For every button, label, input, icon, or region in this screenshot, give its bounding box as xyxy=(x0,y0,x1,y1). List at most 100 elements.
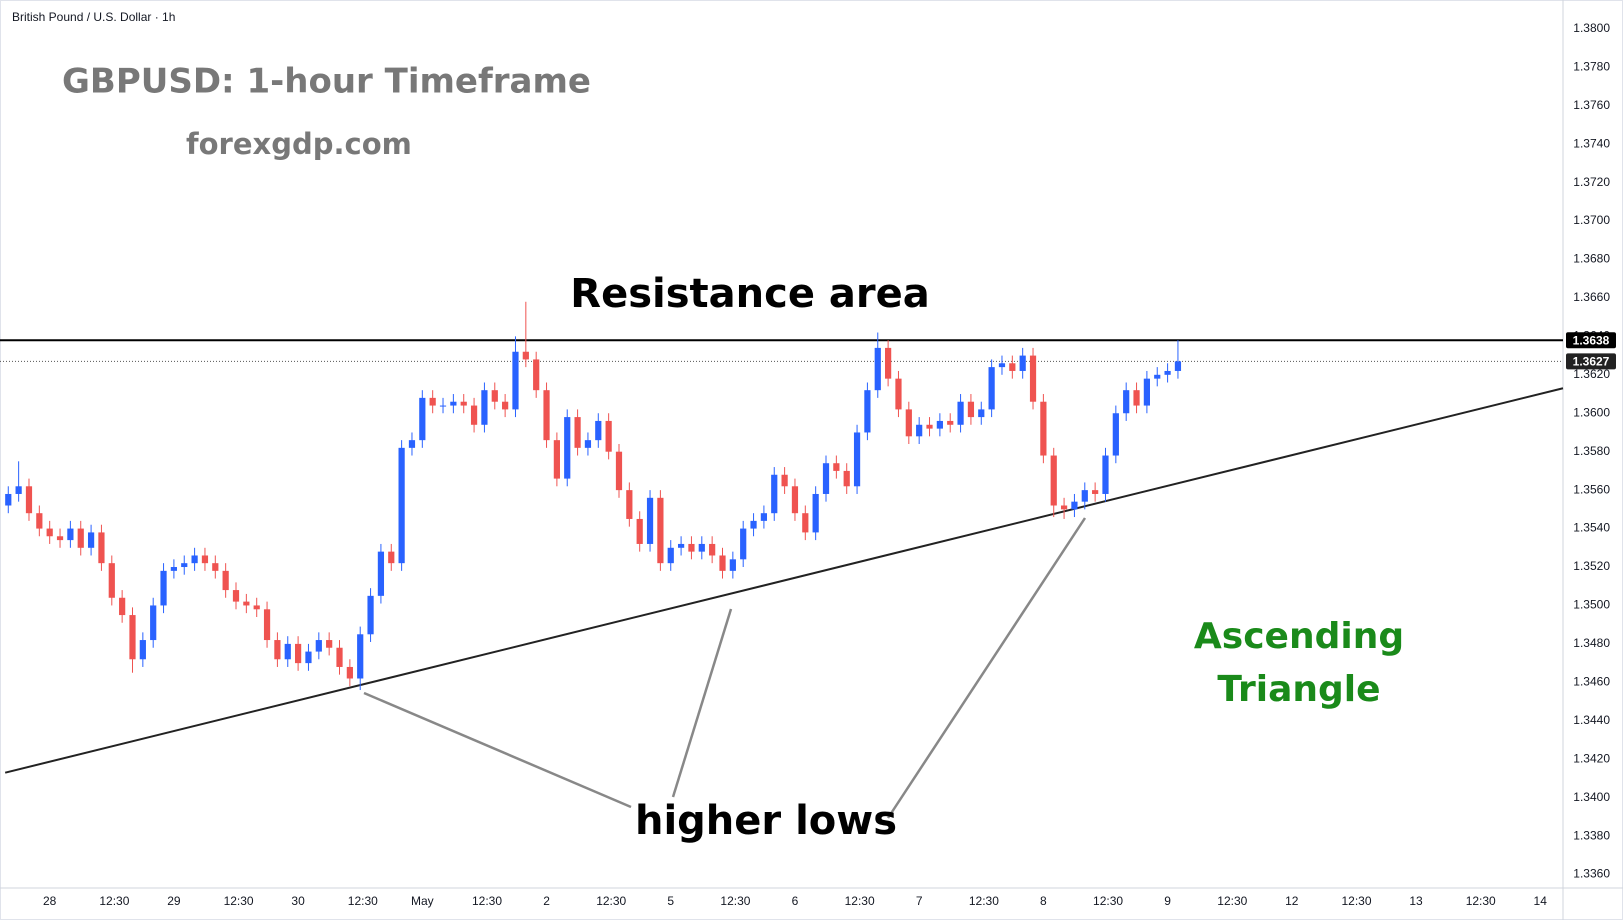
candle-body xyxy=(626,490,633,519)
candle-body xyxy=(1123,390,1130,414)
candle-body xyxy=(771,474,778,514)
candle-body xyxy=(1060,505,1068,510)
candle-body xyxy=(916,424,923,437)
annotation: Triangle xyxy=(1217,669,1380,710)
candle-body xyxy=(98,532,105,564)
candle-body xyxy=(222,570,229,591)
candle-body xyxy=(1009,363,1016,371)
candle-body xyxy=(1019,355,1026,371)
candle-body xyxy=(1102,455,1109,494)
x-tick-label: 12:30 xyxy=(596,894,626,908)
y-tick-label: 1.3660 xyxy=(1573,290,1610,304)
candle-body xyxy=(481,390,488,425)
candle-body xyxy=(212,563,219,571)
candle-body xyxy=(119,597,126,616)
candle-body xyxy=(802,513,809,533)
candle-body xyxy=(729,559,736,571)
candle-body xyxy=(719,555,726,571)
candle-body xyxy=(605,420,612,452)
candle-body xyxy=(326,640,333,648)
candle-body xyxy=(657,497,664,564)
y-tick-label: 1.3360 xyxy=(1573,867,1610,881)
candle-body xyxy=(1143,378,1150,406)
y-tick-label: 1.3760 xyxy=(1573,98,1610,112)
candle-body xyxy=(346,666,353,679)
candle-body xyxy=(170,567,178,571)
y-tick-label: 1.3400 xyxy=(1573,790,1610,804)
candle-body xyxy=(564,417,571,479)
candle-body xyxy=(108,563,115,598)
pointer-line xyxy=(886,517,1087,819)
candle-body xyxy=(315,640,322,652)
candle-body xyxy=(1040,401,1047,456)
candle-body xyxy=(15,486,22,494)
y-tick-label: 1.3540 xyxy=(1573,521,1610,535)
candle-body xyxy=(295,643,302,664)
x-tick-label: 12:30 xyxy=(224,894,254,908)
candle-body xyxy=(885,347,892,379)
candle-body xyxy=(1112,413,1119,456)
y-tick-label: 1.3560 xyxy=(1573,482,1610,496)
y-tick-label: 1.3520 xyxy=(1573,559,1610,573)
candle-body xyxy=(274,640,281,660)
candle-body xyxy=(595,420,602,441)
candle-body xyxy=(1174,361,1182,371)
x-tick-label: 13 xyxy=(1409,894,1423,908)
y-tick-label: 1.3380 xyxy=(1573,828,1610,842)
candle-body xyxy=(67,528,74,541)
candle-body xyxy=(377,551,385,596)
x-tick-label: 12:30 xyxy=(1466,894,1496,908)
candle-body xyxy=(978,409,985,418)
candle-body xyxy=(419,397,426,441)
x-tick-label: 6 xyxy=(792,894,799,908)
candle-body xyxy=(398,447,405,564)
candle-body xyxy=(439,405,447,407)
candle-body xyxy=(667,547,674,564)
y-tick-label: 1.3720 xyxy=(1573,175,1610,189)
candle-body xyxy=(232,590,240,602)
candle-body xyxy=(1092,490,1099,494)
y-tick-label: 1.3500 xyxy=(1573,598,1610,612)
candle-body xyxy=(1164,370,1171,375)
candle-body xyxy=(388,551,395,564)
candle-body xyxy=(740,528,747,560)
y-tick-label: 1.3480 xyxy=(1573,636,1610,650)
x-tick-label: 29 xyxy=(167,894,181,908)
candle-body xyxy=(408,440,416,448)
pointer-line xyxy=(363,691,632,809)
candle-body xyxy=(429,397,436,406)
candle-body xyxy=(822,463,830,494)
candle-body xyxy=(791,486,799,514)
candle-body xyxy=(533,359,540,391)
y-tick-label: 1.3440 xyxy=(1573,713,1610,727)
x-tick-label: 30 xyxy=(291,894,305,908)
candle-body xyxy=(357,634,364,679)
candle-body xyxy=(25,486,33,514)
y-tick-label: 1.3780 xyxy=(1573,59,1610,73)
candle-body xyxy=(243,601,250,606)
candle-body xyxy=(698,543,705,552)
x-tick-label: 12 xyxy=(1285,894,1299,908)
candle-body xyxy=(181,563,188,568)
candle-body xyxy=(1133,390,1140,406)
pointer-line xyxy=(671,608,733,798)
candle-body xyxy=(543,390,550,441)
candle-body xyxy=(1154,374,1161,379)
candle-body xyxy=(926,424,933,429)
candle-body xyxy=(284,643,291,660)
price-badge xyxy=(1566,353,1616,370)
candle-body xyxy=(750,520,757,529)
candle-body xyxy=(129,615,136,660)
price-badge-label: 1.3638 xyxy=(1573,333,1610,347)
price-badge xyxy=(1566,332,1616,349)
candle-body xyxy=(470,405,478,425)
candle-body xyxy=(646,497,654,544)
x-tick-label: 7 xyxy=(916,894,923,908)
chart-title: GBPUSD: 1-hour Timeframe xyxy=(62,62,591,102)
candle-body xyxy=(760,513,768,521)
candle-body xyxy=(688,543,695,552)
candle-body xyxy=(584,440,592,448)
y-tick-label: 1.3740 xyxy=(1573,136,1610,150)
candle-body xyxy=(87,532,95,548)
